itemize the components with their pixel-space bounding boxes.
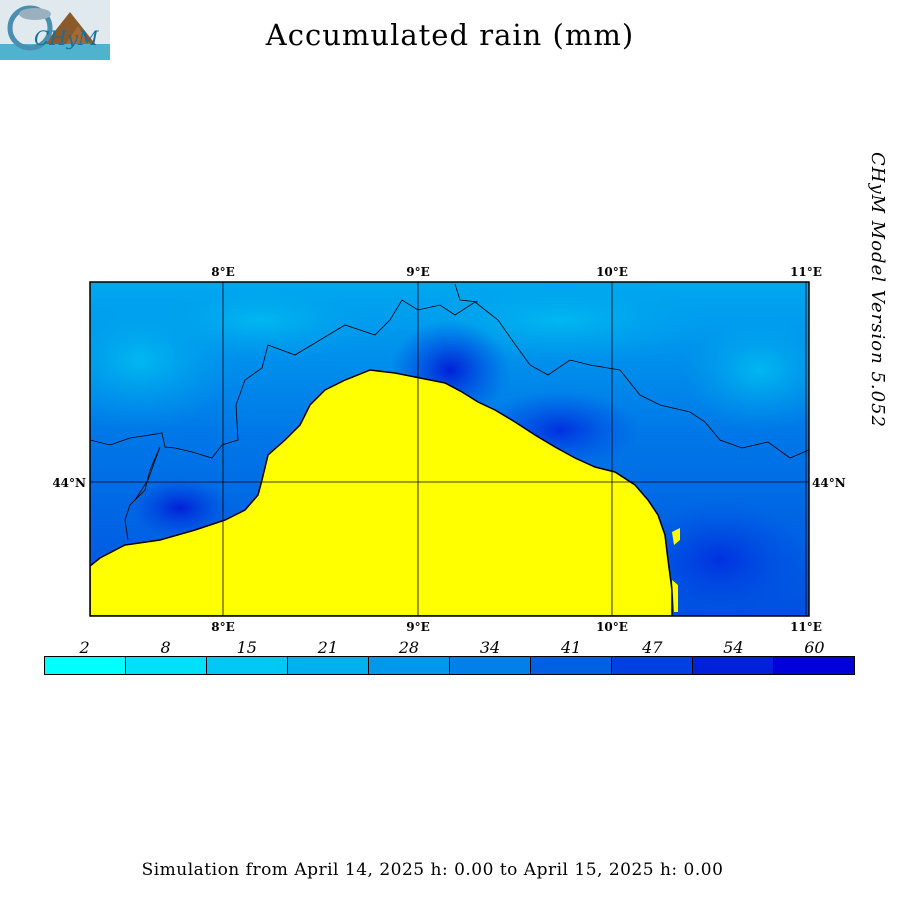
rain-field <box>90 282 809 616</box>
colorbar-label: 8 <box>160 638 171 657</box>
lon-label-bottom: 9°E <box>406 620 430 634</box>
logo-text: CHyM <box>34 26 99 50</box>
lon-label-top: 8°E <box>211 265 235 279</box>
sea-area <box>90 369 673 616</box>
colorbar-label: 60 <box>804 638 825 657</box>
colorbar-box <box>45 657 126 674</box>
colorbar-labels: 2 8 15 21 28 34 41 47 54 60 <box>44 638 856 657</box>
colorbar-label: 15 <box>236 638 257 657</box>
colorbar <box>44 656 855 675</box>
lon-label-bottom: 11°E <box>790 620 822 634</box>
lat-label-right: 44°N <box>812 476 846 490</box>
colorbar-label: 2 <box>79 638 90 657</box>
colorbar-box <box>612 657 693 674</box>
model-version-label: CHyM Model Version 5.052 <box>867 152 888 428</box>
colorbar-label: 28 <box>398 638 420 657</box>
lon-label-top: 10°E <box>596 265 628 279</box>
colorbar-box <box>450 657 531 674</box>
lon-label-bottom: 10°E <box>596 620 628 634</box>
colorbar-label: 47 <box>642 638 663 657</box>
colorbar-box <box>126 657 207 674</box>
colorbar-box <box>693 657 774 674</box>
colorbar-label: 34 <box>479 638 501 657</box>
simulation-period: Simulation from April 14, 2025 h: 0.00 t… <box>141 860 724 880</box>
colorbar-box <box>774 657 854 674</box>
lon-label-top: 9°E <box>406 265 430 279</box>
colorbar-box <box>207 657 288 674</box>
colorbar-label: 21 <box>317 638 339 657</box>
colorbar-box <box>531 657 612 674</box>
chym-logo: CHyM <box>0 0 110 60</box>
colorbar-box <box>288 657 369 674</box>
map-frame <box>89 281 810 617</box>
page-title: Accumulated rain (mm) <box>265 18 635 52</box>
colorbar-label: 41 <box>560 638 582 657</box>
colorbar-label: 54 <box>723 638 744 657</box>
graticule <box>90 282 809 616</box>
lon-label-top: 11°E <box>790 265 822 279</box>
lon-label-bottom: 8°E <box>211 620 235 634</box>
lat-label-left: 44°N <box>52 476 86 490</box>
colorbar-box <box>369 657 450 674</box>
